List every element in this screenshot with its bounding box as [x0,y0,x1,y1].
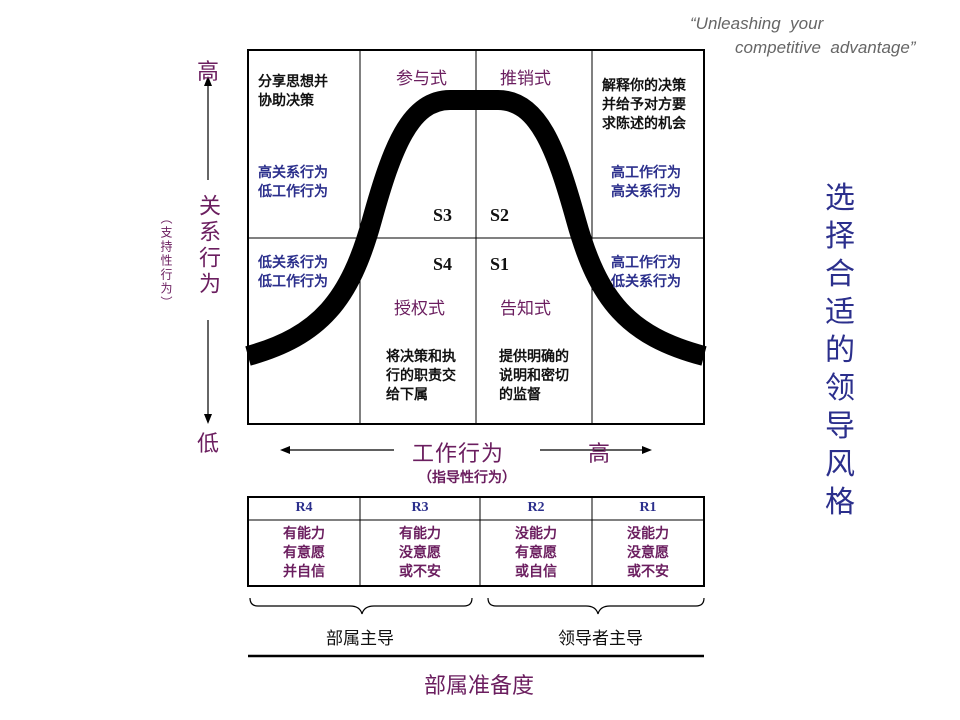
y-axis-high-label: 高 [197,60,220,85]
top-right-description: 解释你的决策 并给予对方要 求陈述的机会 [602,78,686,132]
x-axis-arrowhead-right [642,446,652,454]
readiness-cell-r1: 没能力 没意愿 或不安 [627,526,669,580]
readiness-cell-r4: 有能力 有意愿 并自信 [283,526,325,580]
style-selling: 推销式 [500,69,551,89]
tagline-line-1: “Unleashing your [690,14,824,33]
code-s4: S4 [433,254,453,274]
x-axis-title: 工作行为 [412,442,505,467]
top-right-behavior: 高工作行为 高关系行为 [611,165,681,200]
top-left-behavior: 高关系行为 低工作行为 [258,165,328,200]
readiness-cell-r3: 有能力 没意愿 或不安 [399,526,441,580]
footer-title: 部属准备度 [424,674,535,699]
readiness-cell-r2: 没能力 有意愿 或自信 [515,526,557,580]
readiness-header-r1: R1 [639,500,657,515]
tagline-line-2: competitive advantage” [735,38,916,57]
code-s3: S3 [433,205,453,225]
brace-left-label: 部属主导 [326,629,394,649]
brace-left [249,597,473,615]
y-axis-low-label: 低 [197,432,220,457]
y-axis-arrowhead-down [204,414,212,424]
readiness-header-r4: R4 [295,500,313,515]
style-telling: 告知式 [500,299,551,319]
code-s2: S2 [490,205,510,225]
style-delegating: 授权式 [394,299,445,319]
readiness-header-r3: R3 [411,500,429,515]
bottom-mid-right-description: 提供明确的 说明和密切 的监督 [499,349,569,403]
leadership-curve [245,90,707,366]
x-axis-high-label: 高 [588,442,611,467]
bottom-mid-left-description: 将决策和执 行的职责交 给下属 [386,349,456,403]
top-left-description: 分享思想并 协助决策 [258,74,328,109]
bottom-left-behavior: 低关系行为 低工作行为 [258,255,328,290]
brace-right-label: 领导者主导 [558,629,643,649]
code-s1: S1 [490,254,510,274]
y-axis-arrowhead-up [204,76,212,86]
side-title: 选择合适的领导风格 [825,181,855,520]
style-participating: 参与式 [396,69,447,89]
y-axis-title: 关系行为 [195,194,220,298]
readiness-table-border [247,496,705,587]
bottom-right-behavior: 高工作行为 低关系行为 [611,255,681,290]
y-axis-subtitle: （支持性行为） [159,212,173,310]
x-axis-subtitle: （指导性行为） [418,470,516,486]
brace-right [487,597,705,615]
x-axis-arrowhead-left [280,446,290,454]
readiness-header-r2: R2 [527,500,545,515]
